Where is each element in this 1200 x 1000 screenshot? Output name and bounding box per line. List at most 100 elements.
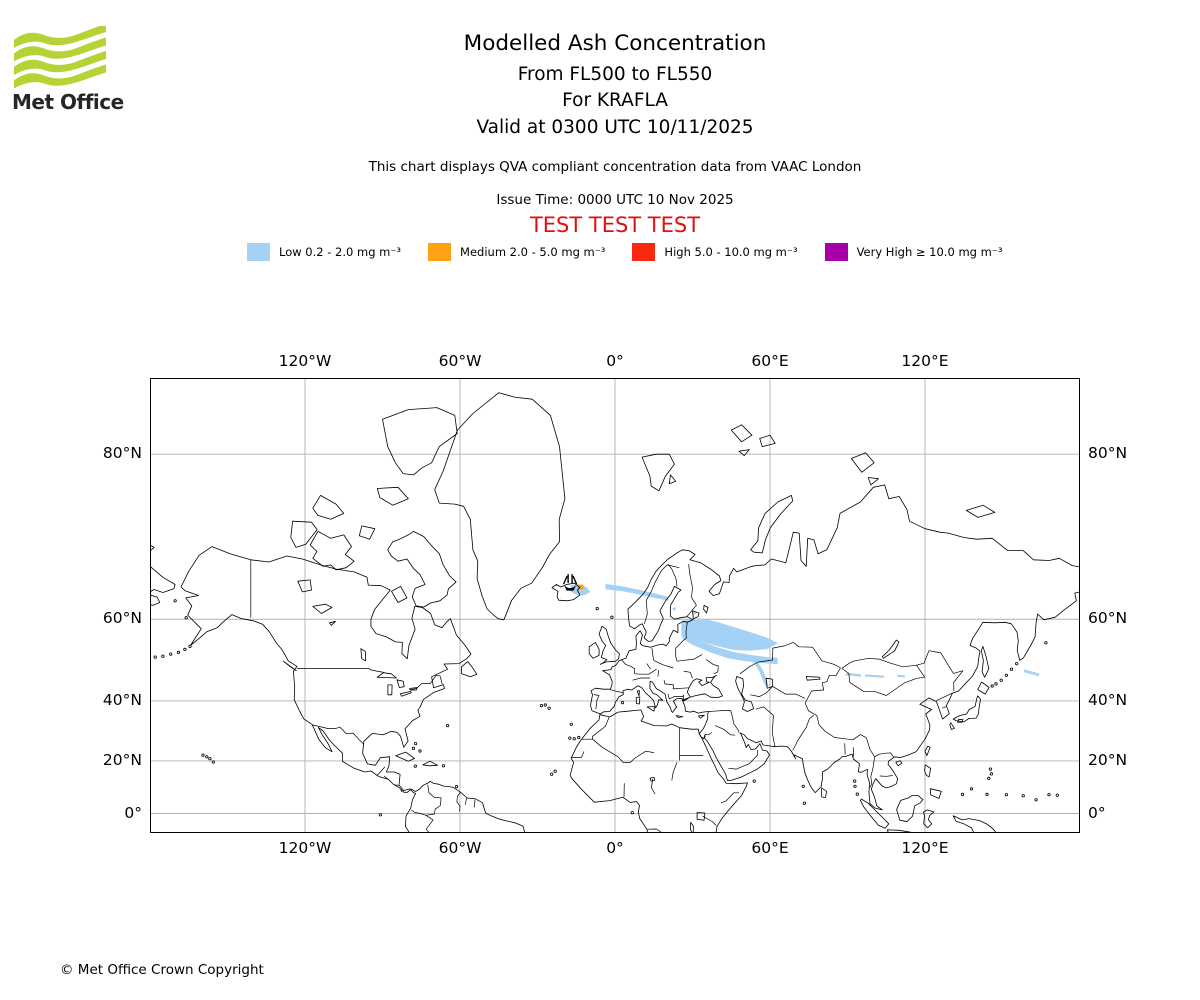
ash-plume-mongolia-dash-1: [845, 672, 861, 677]
coastline-path: [422, 760, 438, 767]
test-banner: TEST TEST TEST: [529, 213, 701, 237]
lake-outline: [882, 639, 900, 659]
logo-wave-band: [14, 51, 106, 75]
country-border: [686, 564, 697, 617]
country-border: [804, 702, 867, 741]
legend-swatch-high: [632, 243, 656, 261]
ash-plume-layer: [569, 583, 1040, 687]
y-tick-label-left: 0°: [124, 803, 142, 822]
x-tick-label-top: 60°E: [751, 352, 789, 370]
coastline-path: [750, 495, 794, 554]
y-tick-label-right: 80°N: [1088, 444, 1128, 463]
small-island-dot: [205, 755, 209, 759]
x-tick-label-bottom: 60°W: [438, 839, 482, 857]
small-island-dot: [990, 684, 994, 688]
small-island-dot: [183, 647, 187, 651]
small-island-dot: [1009, 667, 1014, 671]
country-border: [411, 784, 442, 816]
country-border: [755, 706, 774, 716]
small-island-dot: [577, 735, 581, 740]
coastline-path: [391, 586, 408, 603]
world-map: [150, 378, 1080, 833]
lake-outline: [329, 620, 336, 626]
country-border: [593, 694, 600, 710]
ash-plume-finland-speck-2: [692, 611, 696, 615]
country-border: [750, 686, 806, 699]
small-island-dot: [550, 772, 554, 776]
flight-level-subtitle: From FL500 to FL550: [517, 64, 713, 85]
volcano-eruption-icon: [562, 574, 578, 591]
qva-description: This chart displays QVA compliant concen…: [368, 159, 862, 175]
country-border: [866, 737, 875, 788]
small-island-dot: [610, 615, 614, 619]
country-border-layer: [250, 559, 964, 833]
coastline-path: [636, 690, 640, 697]
coastline-path: [821, 787, 827, 798]
small-island-dot: [569, 722, 573, 726]
small-island-dot: [553, 769, 557, 773]
small-island-dot: [441, 764, 446, 768]
country-border: [804, 667, 841, 704]
legend-swatch-medium: [428, 243, 452, 261]
met-office-logo-text: Met Office: [12, 90, 124, 114]
coastline-path: [312, 495, 345, 520]
coastline-path: [698, 714, 705, 719]
y-tick-label-right: 0°: [1088, 803, 1106, 822]
lake-outline: [409, 687, 418, 691]
ash-plume-norwegian-sea-streak: [605, 583, 669, 601]
small-island-dot: [801, 784, 805, 788]
coastline-path: [929, 788, 942, 799]
y-tick-label-left: 60°N: [102, 609, 142, 628]
ash-plume-mongolia-dash-2: [865, 674, 885, 678]
country-border: [942, 706, 947, 709]
coastline-path: [282, 660, 297, 672]
coastline-path: [924, 764, 932, 778]
coastline-path: [738, 449, 750, 456]
lake-outline: [703, 604, 709, 614]
legend-swatch-low: [247, 243, 270, 261]
small-island-dot: [620, 700, 625, 705]
small-island-dot: [994, 682, 998, 686]
lake-outline: [396, 679, 405, 688]
country-border: [651, 778, 656, 795]
y-tick-label-left: 20°N: [102, 750, 142, 769]
country-border: [621, 659, 635, 674]
country-border: [465, 797, 467, 805]
coastline-path: [957, 719, 964, 723]
copyright-note: © Met Office Crown Copyright: [60, 962, 264, 978]
world-map-svg: [150, 378, 1080, 833]
small-island-dot: [445, 723, 450, 728]
small-island-dot: [173, 599, 177, 603]
small-island-dot: [988, 767, 993, 771]
small-island-dot: [547, 706, 551, 710]
lake-outline: [297, 579, 312, 593]
coastline-path: [376, 486, 409, 506]
small-island-dot: [1047, 793, 1051, 797]
lake-outline: [690, 821, 694, 833]
country-border: [651, 648, 655, 661]
coastline-path: [309, 531, 355, 571]
country-border: [676, 654, 703, 662]
lake-outline: [696, 812, 706, 821]
country-border: [728, 750, 758, 770]
country-border: [571, 751, 585, 758]
coastline-path: [952, 815, 997, 833]
legend-item-medium: Medium 2.0 - 5.0 mg m⁻³: [428, 243, 605, 261]
small-island-dot: [161, 654, 165, 658]
graticule: [150, 378, 1080, 833]
page-title: Modelled Ash Concentration: [463, 31, 767, 56]
coastline-path: [358, 525, 376, 540]
coastline-path: [569, 709, 748, 833]
small-island-dot: [411, 746, 416, 750]
ash-plume-nw-russia-band-lower: [682, 633, 778, 665]
small-island-dot: [413, 764, 417, 768]
coastline-path: [382, 407, 458, 476]
country-border: [702, 815, 717, 826]
small-island-dot: [169, 652, 173, 656]
coastline-path: [646, 706, 655, 712]
country-border: [720, 792, 739, 804]
map-frame: [150, 378, 1080, 833]
country-border: [646, 828, 663, 833]
